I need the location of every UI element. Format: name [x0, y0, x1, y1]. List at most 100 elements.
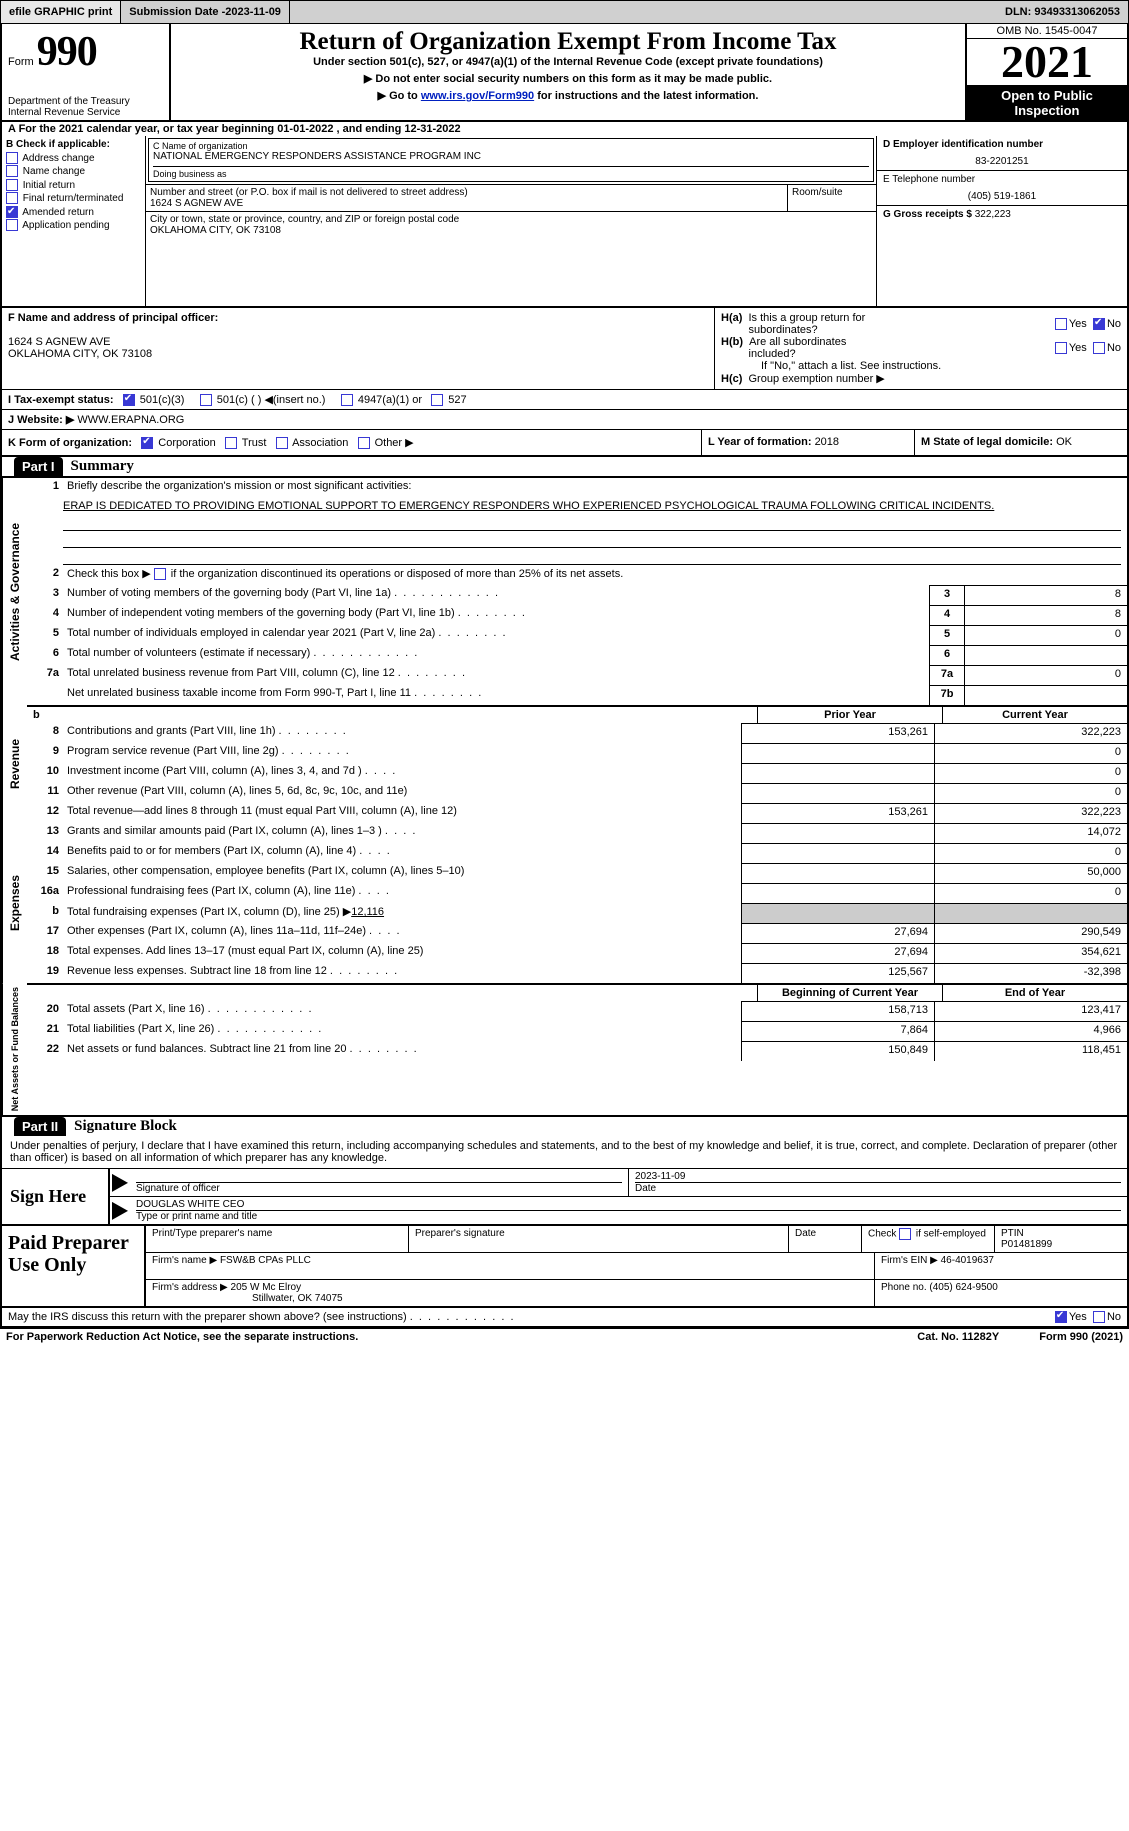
i-label: I Tax-exempt status: — [8, 394, 114, 406]
checkbox-discuss-no[interactable] — [1093, 1311, 1105, 1323]
line-3-val: 8 — [964, 585, 1127, 605]
row-l-year: L Year of formation: 2018 — [701, 430, 914, 455]
sign-here-label: Sign Here — [2, 1169, 108, 1224]
line-8-desc: Contributions and grants (Part VIII, lin… — [63, 723, 741, 743]
line-13-prior — [741, 823, 934, 843]
checkbox-ha-yes[interactable] — [1055, 318, 1067, 330]
prep-date-label: Date — [789, 1226, 862, 1252]
header-right: OMB No. 1545-0047 2021 Open to Public In… — [965, 24, 1127, 120]
line-20-begin: 158,713 — [741, 1001, 934, 1021]
line-22-end: 118,451 — [934, 1041, 1127, 1061]
hb-note: If "No," attach a list. See instructions… — [721, 360, 1121, 372]
website-url: WWW.ERAPNA.ORG — [77, 414, 184, 426]
line-11-current: 0 — [934, 783, 1127, 803]
checkbox-address-change[interactable] — [6, 152, 18, 164]
checkbox-hb-no[interactable] — [1093, 342, 1105, 354]
firm-address: Firm's address ▶ 205 W Mc Elroy Stillwat… — [146, 1280, 875, 1306]
section-b-checkboxes: B Check if applicable: Address change Na… — [2, 136, 146, 306]
part1-tag: Part I — [14, 457, 63, 476]
col-current-year: Current Year — [942, 707, 1127, 723]
checkbox-name-change[interactable] — [6, 165, 18, 177]
j-label: J Website: ▶ — [8, 414, 74, 426]
row-klm: K Form of organization: Corporation Trus… — [0, 430, 1129, 457]
line-19-prior: 125,567 — [741, 963, 934, 983]
netassets-section: Net Assets or Fund Balances Beginning of… — [0, 983, 1129, 1117]
line-19-current: -32,398 — [934, 963, 1127, 983]
line-17-current: 290,549 — [934, 923, 1127, 943]
checkbox-application-pending[interactable] — [6, 219, 18, 231]
g-label: G Gross receipts $ — [883, 209, 975, 220]
org-name-box: C Name of organization NATIONAL EMERGENC… — [148, 138, 874, 182]
row-k-form-org: K Form of organization: Corporation Trus… — [2, 430, 701, 455]
line-12-prior: 153,261 — [741, 803, 934, 823]
line-11-desc: Other revenue (Part VIII, column (A), li… — [63, 783, 741, 803]
irs-link[interactable]: www.irs.gov/Form990 — [421, 90, 534, 102]
form-note-2: ▶ Go to www.irs.gov/Form990 for instruct… — [179, 89, 957, 102]
vtab-netassets: Net Assets or Fund Balances — [2, 983, 27, 1115]
tax-year: 2021 — [967, 39, 1127, 86]
checkbox-self-employed[interactable] — [899, 1228, 911, 1240]
expenses-section: Expenses 13Grants and similar amounts pa… — [0, 823, 1129, 983]
firm-name: Firm's name ▶ FSW&B CPAs PLLC — [146, 1253, 875, 1279]
checkbox-association[interactable] — [276, 437, 288, 449]
top-bar: efile GRAPHIC print Submission Date - 20… — [0, 0, 1129, 24]
revenue-section: Revenue b Prior Year Current Year 8Contr… — [0, 705, 1129, 823]
line-15-desc: Salaries, other compensation, employee b… — [63, 863, 741, 883]
header-middle: Return of Organization Exempt From Incom… — [171, 24, 965, 120]
checkbox-other[interactable] — [358, 437, 370, 449]
checkbox-hb-yes[interactable] — [1055, 342, 1067, 354]
checkbox-corporation[interactable] — [141, 437, 153, 449]
checkbox-initial-return[interactable] — [6, 179, 18, 191]
checkbox-final-return[interactable] — [6, 192, 18, 204]
checkbox-discontinued[interactable] — [154, 568, 166, 580]
part2-header: Part II Signature Block — [0, 1117, 1129, 1136]
line-14-prior — [741, 843, 934, 863]
line-2-desc: Check this box ▶ if the organization dis… — [63, 565, 1127, 585]
officer-name-field: DOUGLAS WHITE CEO Type or print name and… — [130, 1197, 1127, 1224]
section-h: H(a) Is this a group return for subordin… — [714, 308, 1127, 389]
line-18-current: 354,621 — [934, 943, 1127, 963]
line-14-current: 0 — [934, 843, 1127, 863]
open-to-public: Open to Public Inspection — [967, 86, 1127, 120]
mission-statement: ERAP IS DEDICATED TO PROVIDING EMOTIONAL… — [27, 498, 1127, 514]
c-label: C Name of organization — [153, 141, 869, 151]
line-16b-current — [934, 903, 1127, 923]
discuss-text: May the IRS discuss this return with the… — [8, 1311, 1055, 1323]
checkbox-trust[interactable] — [225, 437, 237, 449]
checkbox-501c3[interactable] — [123, 394, 135, 406]
line-3-desc: Number of voting members of the governin… — [63, 585, 929, 605]
section-fh: F Name and address of principal officer:… — [0, 308, 1129, 390]
b-label: B Check if applicable: — [6, 138, 141, 152]
checkbox-discuss-yes[interactable] — [1055, 1311, 1067, 1323]
line-7a-desc: Total unrelated business revenue from Pa… — [63, 665, 929, 685]
street-address: Number and street (or P.O. box if mail i… — [146, 185, 788, 211]
line-5-desc: Total number of individuals employed in … — [63, 625, 929, 645]
part2-tag: Part II — [14, 1117, 66, 1136]
checkbox-527[interactable] — [431, 394, 443, 406]
line-7b-desc: Net unrelated business taxable income fr… — [63, 685, 929, 705]
prep-label: Paid Preparer Use Only — [2, 1226, 144, 1306]
line-16a-current: 0 — [934, 883, 1127, 903]
section-f-officer: F Name and address of principal officer:… — [2, 308, 714, 389]
vtab-revenue: Revenue — [2, 705, 27, 823]
checkbox-501c[interactable] — [200, 394, 212, 406]
line-8-current: 322,223 — [934, 723, 1127, 743]
discuss-row: May the IRS discuss this return with the… — [0, 1308, 1129, 1327]
room-suite: Room/suite — [788, 185, 876, 211]
section-c-name-address: C Name of organization NATIONAL EMERGENC… — [146, 136, 876, 306]
checkbox-amended-return[interactable] — [6, 206, 18, 218]
checkbox-ha-no[interactable] — [1093, 318, 1105, 330]
line-20-desc: Total assets (Part X, line 16) — [63, 1001, 741, 1021]
line-16b-desc: Total fundraising expenses (Part IX, col… — [63, 903, 741, 923]
line-18-prior: 27,694 — [741, 943, 934, 963]
efile-print-button[interactable]: efile GRAPHIC print — [1, 1, 121, 23]
row-j-website: J Website: ▶ WWW.ERAPNA.ORG — [0, 410, 1129, 430]
prep-name-label: Print/Type preparer's name — [146, 1226, 409, 1252]
checkbox-4947[interactable] — [341, 394, 353, 406]
line-11-prior — [741, 783, 934, 803]
officer-signature-field[interactable]: Signature of officer — [130, 1169, 629, 1196]
line-21-end: 4,966 — [934, 1021, 1127, 1041]
line-1-desc: Briefly describe the organization's miss… — [63, 478, 1127, 498]
paid-preparer-block: Paid Preparer Use Only Print/Type prepar… — [0, 1226, 1129, 1308]
paperwork-notice: For Paperwork Reduction Act Notice, see … — [6, 1331, 877, 1343]
